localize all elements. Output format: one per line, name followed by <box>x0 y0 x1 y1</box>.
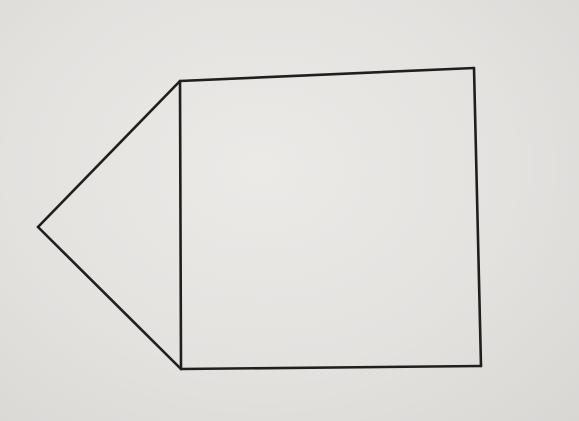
square-top-edge <box>178 66 476 83</box>
triangle <box>36 79 183 371</box>
square <box>178 66 483 371</box>
triangle-upper-edge <box>36 79 182 229</box>
square-right-edge <box>472 66 483 368</box>
square-left-edge <box>178 79 183 371</box>
square-bottom-edge <box>179 364 483 371</box>
triangle-lower-edge <box>36 225 183 371</box>
